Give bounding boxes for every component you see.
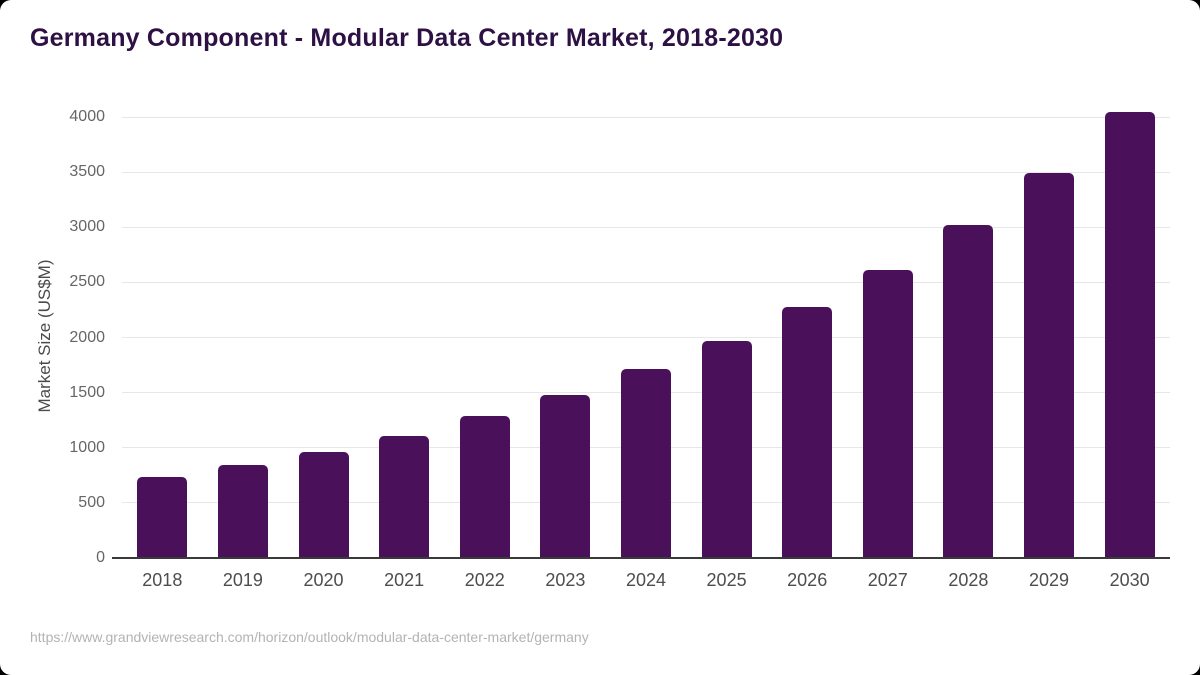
x-tick-label-2026: 2026: [787, 570, 828, 590]
bar-slot-2019: [203, 98, 284, 558]
bar-slot-2026: [767, 98, 848, 558]
y-tick-label-1000: 1000: [69, 438, 105, 456]
bar-2018: [137, 476, 188, 558]
x-axis-ticks: 2018 2019 2020 2021 2022 2023 2024 2025 2026 2027…: [122, 570, 1170, 591]
bar-2028: [943, 224, 994, 558]
y-tick-label-2000: 2000: [69, 328, 105, 346]
gridline-2500: [122, 281, 1170, 283]
bar-2029: [1024, 172, 1074, 558]
x-tick-label-2025: 2025: [706, 570, 747, 590]
bar-slot-2025: [686, 98, 767, 558]
bar-2023: [540, 394, 591, 558]
x-tick-label-2023: 2023: [545, 570, 586, 590]
x-tick-label-2028: 2028: [948, 570, 989, 590]
bar-2026: [782, 307, 833, 558]
gridline-3000: [122, 226, 1170, 228]
x-tick-label-2027: 2027: [867, 570, 908, 590]
bar-slot-2027: [847, 98, 928, 558]
bar-series: [122, 98, 1170, 558]
bar-2027: [862, 269, 913, 558]
source-url: https://www.grandviewresearch.com/horizo…: [30, 629, 589, 645]
bar-2020: [298, 452, 349, 558]
y-tick-label-4000: 4000: [69, 108, 105, 125]
x-tick-label-2022: 2022: [464, 570, 505, 590]
x-tick-label-2020: 2020: [303, 570, 344, 590]
bar-2021: [379, 435, 430, 558]
x-tick-label-2021: 2021: [384, 570, 425, 590]
y-tick-label-0: 0: [96, 549, 105, 566]
bar-slot-2024: [606, 98, 687, 558]
x-tick-label-2029: 2029: [1028, 570, 1070, 590]
gridline-3500: [122, 171, 1170, 173]
x-axis-line: [112, 557, 1170, 559]
bar-slot-2029: [1009, 98, 1090, 558]
bar-slot-2030: [1089, 98, 1170, 558]
x-tick-label-2019: 2019: [222, 570, 263, 590]
y-axis-ticks: 0 500 1000 1500 2000 2500 3000 3500 4000: [0, 98, 105, 566]
plot-area: [122, 98, 1170, 558]
gridline-4000: [122, 116, 1170, 118]
bar-2024: [620, 369, 671, 558]
bar-slot-2020: [283, 98, 364, 558]
x-tick-label-2018: 2018: [142, 570, 183, 590]
y-tick-label-500: 500: [78, 493, 105, 511]
bar-2030: [1104, 111, 1155, 558]
bar-slot-2021: [364, 98, 445, 558]
x-tick-label-2024: 2024: [625, 570, 666, 590]
bar-slot-2028: [928, 98, 1009, 558]
y-tick-label-2500: 2500: [69, 273, 105, 291]
y-tick-label-3000: 3000: [69, 218, 105, 236]
bar-slot-2018: [122, 98, 203, 558]
bar-slot-2022: [444, 98, 525, 558]
bar-slot-2023: [525, 98, 606, 558]
gridline-2000: [122, 337, 1170, 338]
x-tick-label-2030: 2030: [1109, 570, 1150, 590]
y-tick-label-1500: 1500: [69, 383, 105, 401]
bar-2025: [701, 341, 752, 558]
bar-2019: [217, 465, 268, 558]
chart-title: Germany Component - Modular Data Center …: [30, 24, 784, 52]
bar-2022: [459, 416, 510, 558]
y-tick-label-3500: 3500: [69, 163, 105, 181]
